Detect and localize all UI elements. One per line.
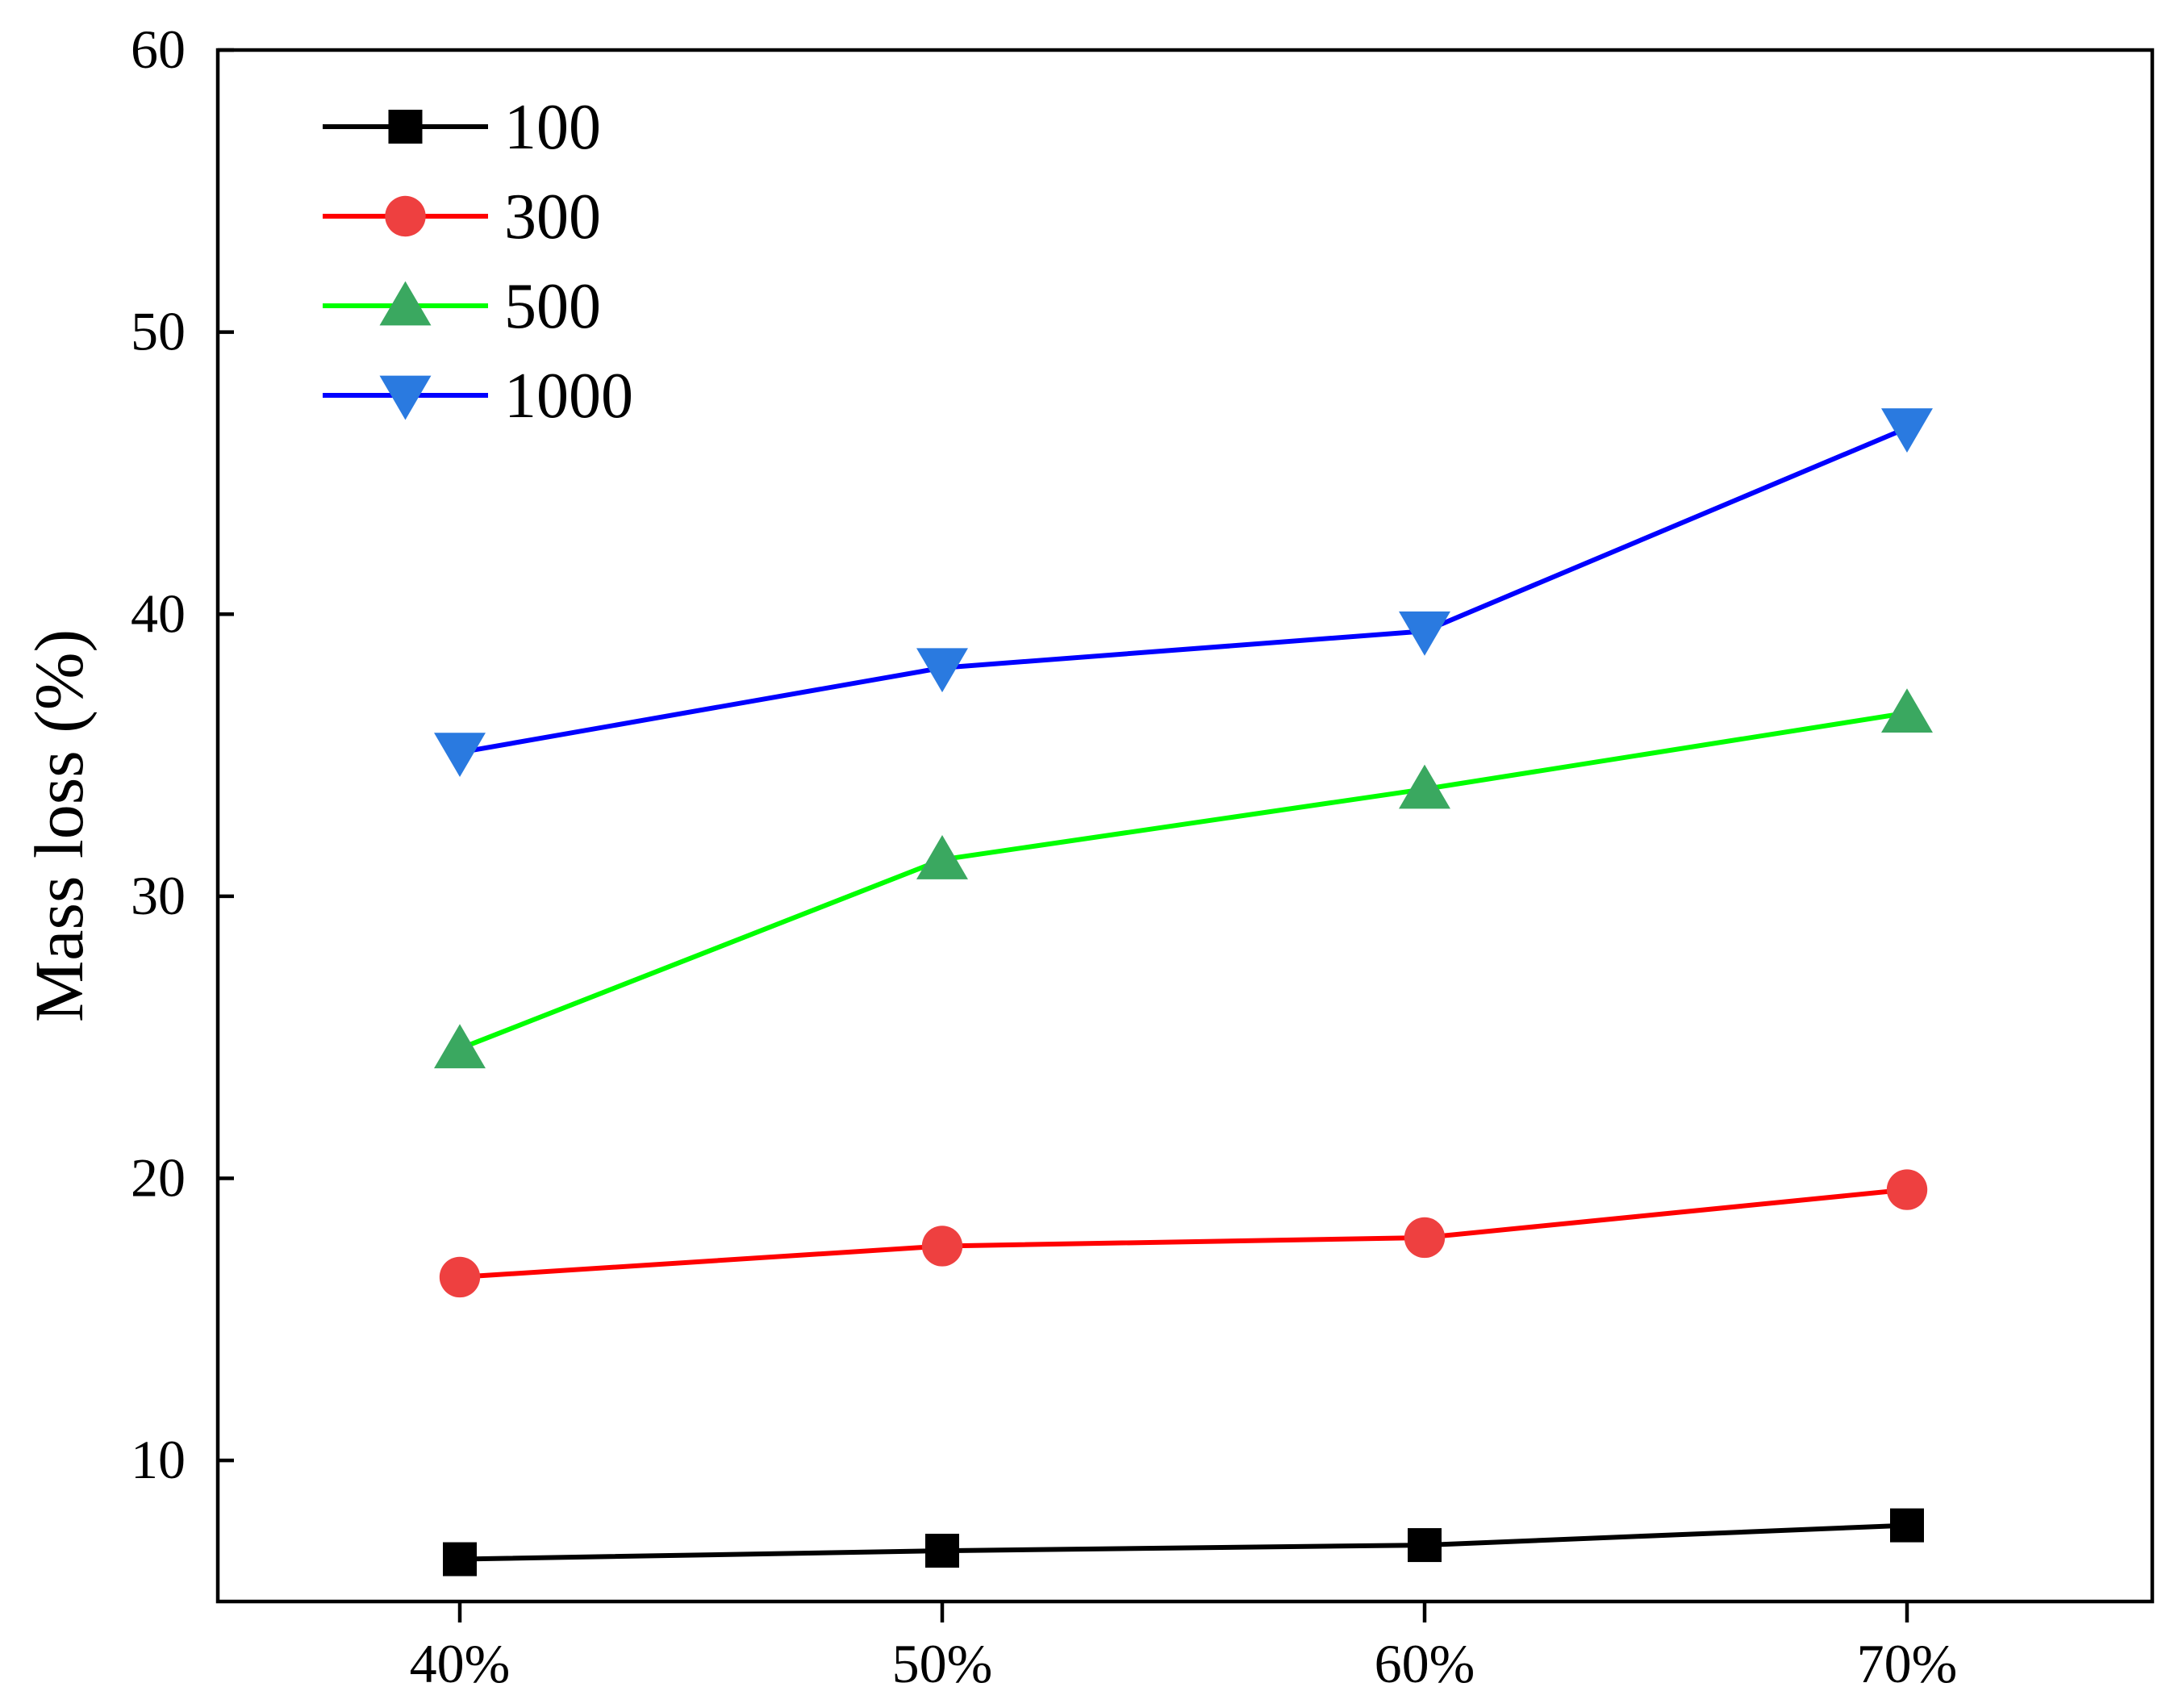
series-1000 xyxy=(434,408,1933,778)
legend-label: 300 xyxy=(504,182,601,253)
plot-frame xyxy=(215,48,2155,1604)
data-point xyxy=(1399,764,1450,809)
x-tick-label: 60% xyxy=(1375,1633,1475,1694)
x-tick-label: 50% xyxy=(892,1633,993,1694)
legend-item-300: 300 xyxy=(323,182,601,253)
data-point xyxy=(1881,688,1933,733)
legend-item-100: 100 xyxy=(323,92,601,163)
y-tick-label: 50 xyxy=(131,301,186,362)
data-point xyxy=(1404,1217,1446,1259)
legend-item-500: 500 xyxy=(323,271,601,342)
data-point xyxy=(916,835,968,879)
y-tick-label: 20 xyxy=(131,1147,186,1209)
series-100 xyxy=(443,1508,1924,1576)
data-point xyxy=(1399,611,1450,656)
data-point xyxy=(1890,1508,1924,1543)
y-tick-label: 60 xyxy=(131,19,186,80)
series-line xyxy=(459,425,1909,755)
data-point xyxy=(443,1542,477,1576)
x-tick-label: 40% xyxy=(410,1633,511,1694)
legend-label: 1000 xyxy=(504,361,633,432)
y-tick-label: 40 xyxy=(131,583,186,644)
legend-marker xyxy=(379,281,432,326)
data-point xyxy=(434,733,486,778)
data-point xyxy=(916,648,968,693)
data-point xyxy=(921,1226,963,1267)
legend-marker xyxy=(385,195,426,237)
series-lines xyxy=(434,408,1933,1576)
data-point xyxy=(1408,1528,1442,1563)
axes: 10 20 30 40 50 60 40% 50% 60% 70% Mass loss (%) xyxy=(20,19,2155,1694)
legend-label: 100 xyxy=(504,92,601,163)
y-tick-label: 30 xyxy=(131,865,186,926)
data-point xyxy=(925,1534,959,1568)
y-axis-label: Mass loss (%) xyxy=(20,629,98,1022)
series-300 xyxy=(439,1169,1928,1298)
data-point xyxy=(1881,408,1933,453)
data-point xyxy=(439,1256,481,1298)
y-tick-label: 10 xyxy=(131,1429,186,1490)
legend-marker xyxy=(388,110,423,144)
series-line xyxy=(458,710,1908,1051)
x-tick-label: 70% xyxy=(1857,1633,1958,1694)
legend: 100 300 500 1000 xyxy=(323,92,633,432)
legend-item-1000: 1000 xyxy=(323,361,633,432)
data-point xyxy=(1886,1169,1928,1210)
legend-marker xyxy=(379,375,432,420)
series-500 xyxy=(434,688,1933,1069)
data-point xyxy=(434,1024,486,1069)
series-line xyxy=(459,1187,1908,1280)
legend-label: 500 xyxy=(504,271,601,342)
series-line xyxy=(459,1522,1908,1562)
